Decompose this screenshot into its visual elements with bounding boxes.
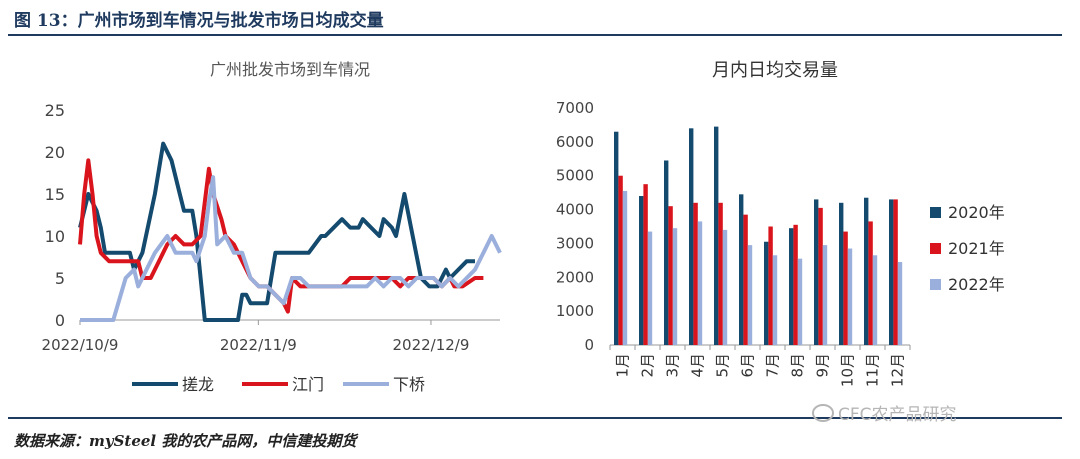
bar bbox=[697, 221, 703, 345]
bar bbox=[797, 258, 803, 345]
line-chart-title: 广州批发市场到车情况 bbox=[210, 60, 370, 79]
bar-chart-title: 月内日均交易量 bbox=[712, 60, 838, 81]
bar bbox=[714, 126, 719, 345]
bar bbox=[664, 160, 669, 345]
bar bbox=[743, 214, 748, 345]
watermark: CFC农产品研究 bbox=[812, 400, 957, 425]
line-y-tick-label: 15 bbox=[45, 185, 65, 204]
bar-chart: 月内日均交易量 0 1000 2000 3000 4000 5000 6000 7000 1月 2月… bbox=[556, 60, 1005, 387]
bar-category-label: 9月 bbox=[814, 353, 832, 378]
bar bbox=[814, 199, 819, 345]
bar bbox=[839, 202, 844, 345]
bar-y-tick-label: 1000 bbox=[556, 302, 594, 320]
bar-legend-swatch bbox=[930, 207, 941, 218]
bar bbox=[818, 207, 823, 345]
bar bbox=[747, 245, 753, 345]
bottom-rule bbox=[8, 417, 1062, 419]
line-y-tick-label: 0 bbox=[55, 311, 65, 330]
bar bbox=[789, 228, 794, 345]
bar-category-label: 4月 bbox=[689, 353, 707, 378]
bar bbox=[764, 241, 769, 345]
bar bbox=[689, 128, 694, 345]
bar bbox=[847, 248, 853, 345]
bar bbox=[822, 245, 828, 345]
line-y-tick-label: 5 bbox=[55, 269, 65, 288]
bar-category-label: 10月 bbox=[839, 353, 857, 387]
bar bbox=[893, 199, 898, 345]
line-y-tick-label: 25 bbox=[45, 101, 65, 120]
line-x-tick-label: 2022/12/9 bbox=[392, 336, 469, 354]
bar-category-label: 7月 bbox=[764, 353, 782, 378]
bar-legend-label: 2021年 bbox=[948, 239, 1005, 258]
bar-category-label: 11月 bbox=[864, 353, 882, 387]
bar-category-label: 6月 bbox=[739, 353, 757, 378]
bar bbox=[772, 255, 778, 345]
bar bbox=[843, 231, 848, 345]
watermark-text: CFC农产品研究 bbox=[838, 405, 957, 425]
bar bbox=[768, 226, 773, 345]
bar-legend-label: 2022年 bbox=[948, 275, 1005, 294]
bar bbox=[639, 196, 644, 345]
bar-category-label: 2月 bbox=[639, 353, 657, 378]
line-series-3 bbox=[80, 175, 502, 322]
figure-title: 图 13：广州市场到车情况与批发市场日均成交量 bbox=[14, 11, 384, 31]
line-legend-label: 搓龙 bbox=[182, 375, 214, 394]
line-chart: 广州批发市场到车情况 0 5 10 15 20 25 2022/10/9 2022/11/9 20… bbox=[42, 60, 502, 394]
bar-y-tick-label: 3000 bbox=[556, 234, 594, 252]
bar bbox=[643, 184, 648, 345]
line-x-tick-label: 2022/11/9 bbox=[220, 336, 297, 354]
bar bbox=[864, 197, 869, 345]
bar bbox=[739, 194, 744, 345]
bar-y-tick-label: 5000 bbox=[556, 167, 594, 185]
bar bbox=[868, 221, 873, 345]
bar bbox=[718, 202, 723, 345]
bar-y-tick-label: 7000 bbox=[556, 99, 594, 117]
bar-legend-swatch bbox=[930, 243, 941, 254]
bar bbox=[889, 199, 894, 345]
bar bbox=[672, 228, 678, 345]
bar-y-tick-label: 6000 bbox=[556, 133, 594, 151]
bar bbox=[897, 262, 903, 345]
line-series-1 bbox=[78, 141, 475, 322]
bar-category-label: 1月 bbox=[614, 353, 632, 378]
bar bbox=[722, 229, 728, 345]
top-rule bbox=[8, 34, 1062, 36]
bar-y-tick-label: 2000 bbox=[556, 268, 594, 286]
line-legend-label: 江门 bbox=[292, 375, 324, 394]
bar bbox=[872, 255, 878, 345]
wechat-icon bbox=[812, 403, 834, 422]
bar-category-label: 8月 bbox=[789, 353, 807, 378]
bar-y-tick-label: 0 bbox=[584, 336, 594, 354]
line-series-2 bbox=[78, 158, 484, 314]
bar bbox=[614, 131, 619, 345]
bar-legend-label: 2020年 bbox=[948, 203, 1005, 222]
bar bbox=[668, 206, 673, 345]
bar-category-label: 12月 bbox=[889, 353, 907, 387]
bar-category-label: 5月 bbox=[714, 353, 732, 378]
line-y-tick-label: 10 bbox=[45, 227, 65, 246]
bar bbox=[647, 231, 653, 345]
line-x-tick-label: 2022/10/9 bbox=[42, 336, 119, 354]
bar-legend-swatch bbox=[930, 279, 941, 290]
bar-category-label: 3月 bbox=[664, 353, 682, 378]
bar bbox=[618, 175, 623, 345]
source-note: 数据来源：mySteel 我的农产品网，中信建投期货 bbox=[14, 432, 357, 450]
bar-y-tick-label: 4000 bbox=[556, 201, 594, 219]
bar bbox=[693, 202, 698, 345]
line-legend-label: 下桥 bbox=[393, 375, 425, 394]
bar bbox=[793, 224, 798, 345]
line-y-tick-label: 20 bbox=[45, 143, 65, 162]
bar bbox=[622, 190, 628, 345]
